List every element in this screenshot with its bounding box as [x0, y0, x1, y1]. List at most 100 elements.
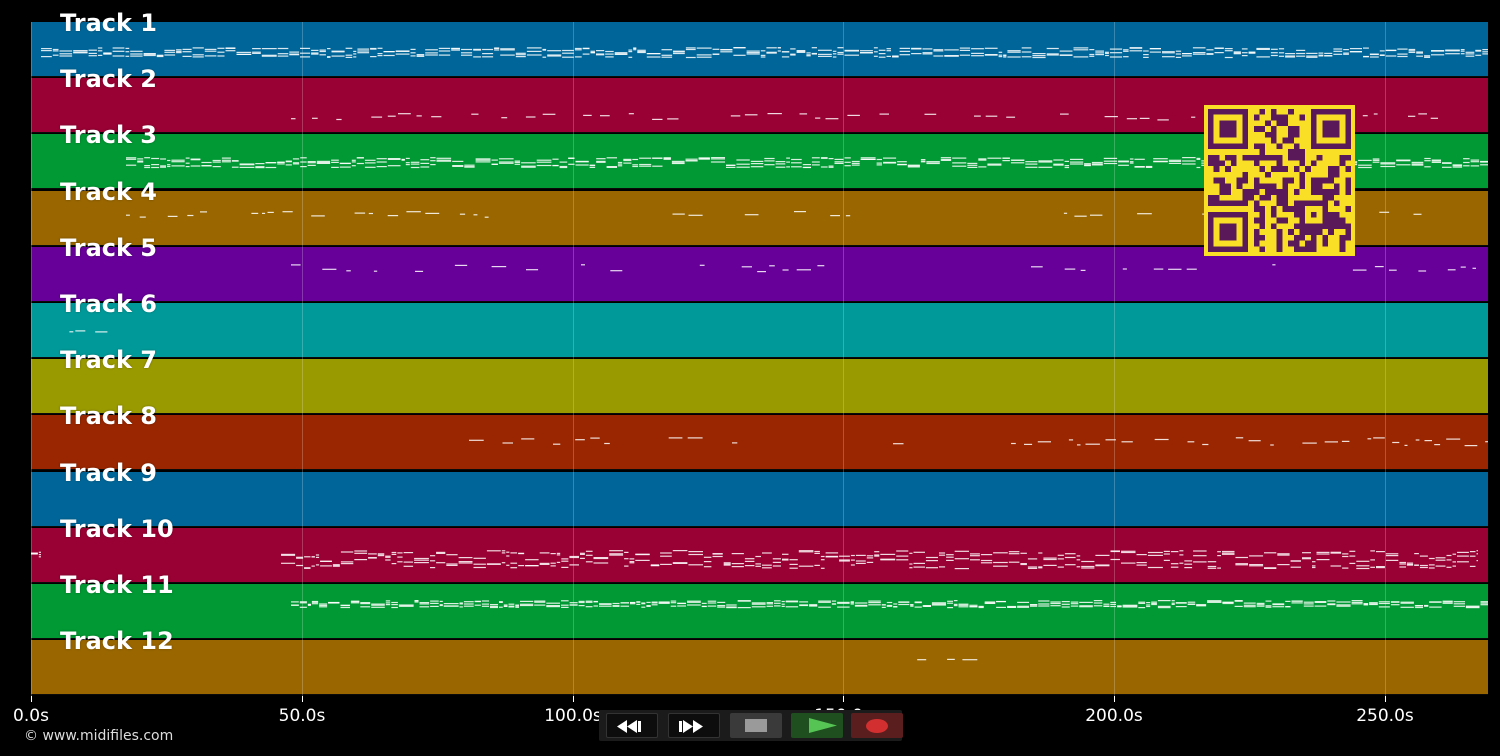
midi-note [1290, 566, 1301, 568]
midi-note [160, 166, 166, 169]
midi-note [403, 551, 414, 553]
midi-note [463, 605, 474, 607]
midi-note [633, 49, 637, 51]
midi-note [775, 166, 786, 169]
track-lane[interactable]: Track 12 [31, 627, 1488, 696]
midi-note [1235, 556, 1248, 558]
midi-note [781, 56, 790, 58]
midi-note [1057, 558, 1064, 560]
midi-note [596, 50, 605, 52]
track-lane[interactable]: Track 9 [31, 459, 1488, 527]
midi-note [1358, 164, 1372, 167]
midi-note [828, 167, 834, 169]
midi-note [1312, 566, 1316, 568]
midi-note [357, 48, 370, 50]
midi-note [1376, 565, 1385, 567]
midi-note [1446, 554, 1452, 556]
midi-note [1171, 600, 1175, 602]
midi-note [1243, 602, 1256, 604]
midi-note [575, 164, 589, 166]
midi-note [1043, 564, 1057, 566]
midi-note [88, 49, 97, 51]
midi-note [52, 54, 59, 56]
play-button[interactable] [791, 713, 843, 738]
track-lane[interactable]: Track 6 [31, 290, 1488, 358]
midi-note [736, 163, 750, 166]
midi-note [336, 119, 342, 121]
midi-note [416, 115, 422, 117]
track-label: Track 5 [60, 233, 158, 262]
track-lane[interactable]: Track 1 [31, 9, 1488, 77]
midi-note [837, 47, 844, 49]
midi-note [385, 555, 391, 557]
midi-note [398, 113, 411, 115]
midi-note [798, 549, 814, 552]
fast-forward-button[interactable] [668, 713, 720, 738]
midi-note [387, 115, 396, 117]
midi-note [88, 55, 97, 57]
midi-note [668, 437, 683, 439]
midi-note [760, 56, 766, 58]
track-lane[interactable]: Track 11 [31, 571, 1488, 639]
midi-note [416, 55, 425, 57]
midi-note [1145, 167, 1153, 169]
midi-note [1095, 52, 1104, 54]
midi-note [789, 558, 798, 561]
midi-note [204, 48, 217, 50]
midi-note [1370, 550, 1375, 552]
midi-note [699, 264, 705, 266]
track-lane[interactable]: Track 10 [31, 515, 1488, 583]
midi-note [1372, 158, 1380, 160]
midi-note [1465, 51, 1475, 53]
midi-note [1470, 165, 1480, 167]
midi-note [1138, 601, 1146, 603]
midi-note [646, 605, 651, 607]
midi-note [552, 165, 559, 167]
midi-note [1380, 162, 1396, 164]
midi-note [1256, 602, 1265, 604]
midi-note [52, 48, 59, 51]
midi-note [637, 51, 646, 54]
midi-note [1222, 550, 1235, 552]
midi-note [1370, 559, 1375, 561]
midi-note [583, 114, 592, 117]
midi-note [73, 51, 88, 53]
midi-note [473, 49, 482, 51]
midi-note [1217, 567, 1221, 569]
stop-button[interactable] [730, 713, 782, 738]
midi-notes [291, 113, 1438, 121]
rewind-button[interactable] [606, 713, 658, 738]
midi-note [1465, 53, 1475, 55]
midi-note [296, 556, 304, 558]
midi-note [156, 55, 164, 58]
midi-note [340, 561, 354, 563]
track-lane[interactable]: Track 8 [31, 402, 1488, 471]
midi-note [385, 602, 391, 604]
midi-note [1151, 601, 1157, 603]
midi-note [331, 167, 339, 169]
midi-note [899, 50, 911, 52]
midi-note [473, 557, 486, 559]
midi-note [772, 561, 781, 563]
midi-note [1435, 565, 1446, 567]
midi-note [710, 157, 725, 159]
midi-note [1406, 564, 1414, 566]
midi-note [1385, 554, 1399, 556]
record-button[interactable] [851, 713, 903, 738]
midi-note [192, 56, 204, 58]
midi-note [331, 162, 339, 164]
midi-note [1419, 555, 1428, 557]
midi-note [130, 53, 143, 55]
midi-note [632, 166, 639, 168]
midi-note [508, 606, 515, 608]
midi-note [515, 604, 519, 606]
midi-note [425, 52, 438, 54]
midi-note [996, 600, 1006, 603]
midi-note [1151, 602, 1157, 604]
midi-note [239, 167, 255, 169]
track-lane[interactable]: Track 7 [31, 346, 1488, 415]
midi-note [1105, 51, 1109, 53]
tick-label: 0.0s [13, 706, 49, 726]
midi-note [1302, 551, 1311, 554]
midi-note [1030, 605, 1038, 607]
